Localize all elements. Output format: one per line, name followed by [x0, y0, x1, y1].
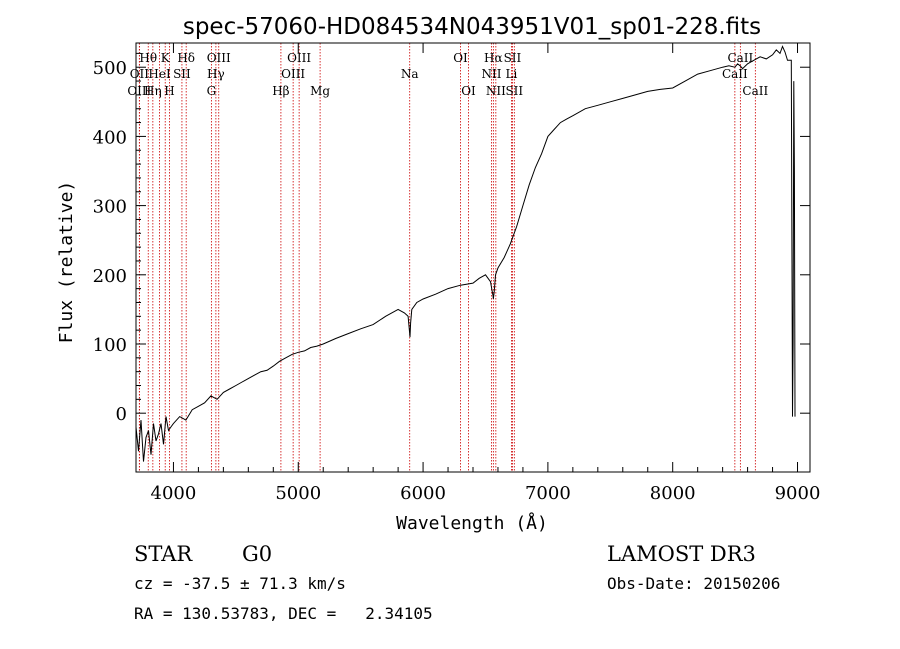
object-class: STAR [134, 542, 193, 566]
chart-title: spec-57060-HD084534N043951V01_sp01-228.f… [183, 14, 761, 40]
y-tick-label-4: 400 [93, 127, 127, 148]
line-label-5: Hη [144, 84, 162, 98]
y-tick-label-2: 200 [93, 266, 127, 287]
line-label-12: OIII [287, 51, 311, 65]
line-label-19: Hα [484, 51, 503, 65]
line-label-14: Hβ [272, 84, 289, 98]
line-label-27: CaII [742, 84, 768, 98]
survey-name: LAMOST DR3 [607, 542, 756, 566]
x-axis-ticks: 4000 5000 6000 7000 8000 9000 [151, 43, 821, 504]
spectral-line-markers [138, 43, 756, 472]
line-label-11: G [207, 84, 217, 98]
line-label-15: Mg [310, 84, 330, 98]
x-tick-label-1: 5000 [275, 483, 321, 504]
redshift-cz: cz = -37.5 ± 71.3 km/s [134, 574, 346, 593]
line-label-26: CaII [722, 67, 748, 81]
spectral-line-labels: Hθ OII OIII K HeI Hη SII H Hδ OIII Hγ G OIII OIII Hβ Mg… [127, 51, 768, 98]
y-axis-ticks: 0 100 200 300 400 500 [93, 52, 810, 425]
x-axis-label: Wavelength (Å) [396, 512, 548, 534]
x-tick-label-0: 4000 [151, 483, 197, 504]
line-label-21: NII [481, 67, 501, 81]
line-label-24: SII [505, 84, 523, 98]
coordinates: RA = 130.53783, DEC = 2.34105 [134, 604, 433, 623]
line-label-4: HeI [148, 67, 171, 81]
line-label-7: H [164, 84, 174, 98]
y-tick-label-3: 300 [93, 197, 127, 218]
x-tick-label-2: 6000 [400, 483, 446, 504]
line-label-9: OIII [207, 51, 231, 65]
y-tick-label-0: 0 [116, 404, 127, 425]
x-tick-label-4: 8000 [650, 483, 696, 504]
line-label-8: Hδ [177, 51, 195, 65]
plot-frame [135, 42, 811, 473]
line-label-20: SII [504, 51, 522, 65]
spectrum-line [135, 45, 796, 462]
line-label-3: K [161, 51, 171, 65]
line-label-0: Hθ [139, 51, 157, 65]
object-subclass: G0 [242, 542, 272, 566]
line-label-16: Na [401, 67, 419, 81]
line-label-17: OI [453, 51, 468, 65]
x-tick-label-3: 7000 [525, 483, 571, 504]
y-axis-label: Flux (relative) [56, 181, 77, 344]
line-label-22: Li [506, 67, 518, 81]
line-label-10: Hγ [207, 67, 225, 81]
line-label-13: OIII [281, 67, 305, 81]
observation-date: Obs-Date: 20150206 [607, 574, 780, 593]
y-tick-label-5: 500 [93, 58, 127, 79]
line-label-23: NII [486, 84, 506, 98]
line-label-6: SII [173, 67, 191, 81]
line-label-2: OIII [127, 84, 151, 98]
y-tick-label-1: 100 [93, 335, 127, 356]
line-label-1: OII [130, 67, 150, 81]
line-label-18: OI [461, 84, 476, 98]
line-label-25: CaII [727, 51, 753, 65]
x-tick-label-5: 9000 [775, 483, 821, 504]
